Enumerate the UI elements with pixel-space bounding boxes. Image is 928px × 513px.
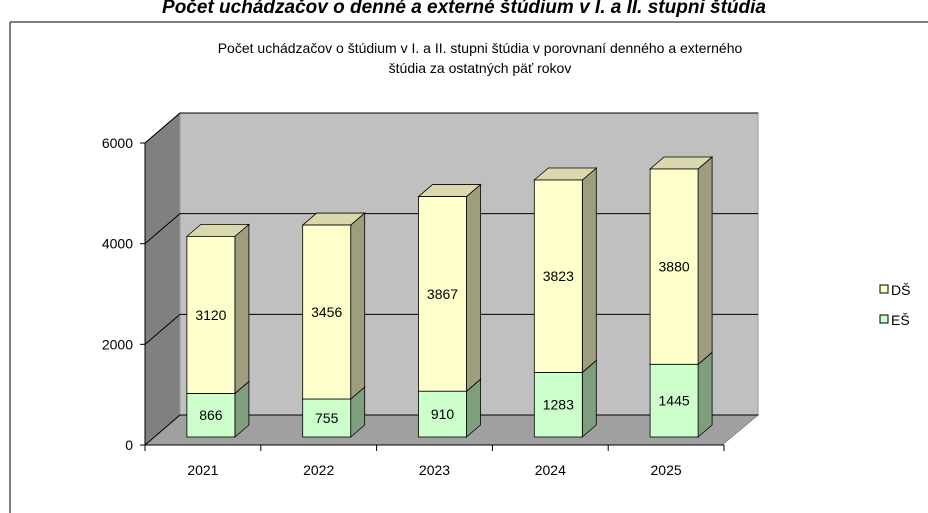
data-label: 755 xyxy=(315,410,339,426)
data-label: 910 xyxy=(431,406,455,422)
y-tick-label: 2000 xyxy=(102,336,133,352)
bar-side xyxy=(350,212,366,400)
page-heading: Počet uchádzačov o denné a externé štúdi… xyxy=(162,0,766,18)
data-label: 3120 xyxy=(195,307,226,323)
bar xyxy=(186,235,236,394)
legend-swatch xyxy=(879,314,889,324)
bar xyxy=(302,398,352,438)
x-tick-label: 2022 xyxy=(303,462,334,478)
bar-side xyxy=(234,223,250,395)
data-label: 3880 xyxy=(659,259,690,275)
data-label: 1283 xyxy=(543,397,574,413)
bar xyxy=(649,168,699,365)
bar-side xyxy=(581,167,597,374)
x-tick-label: 2023 xyxy=(419,462,450,478)
y-tick-label: 0 xyxy=(125,437,133,453)
grid-line xyxy=(144,414,181,446)
x-tick-label: 2025 xyxy=(651,462,682,478)
bar-side xyxy=(466,183,481,393)
grid-line xyxy=(144,213,181,245)
legend-label: DŠ xyxy=(891,282,910,298)
x-tick-label: 2021 xyxy=(187,462,218,478)
bar xyxy=(418,196,467,392)
grid-line xyxy=(144,313,181,345)
bar xyxy=(533,179,583,373)
y-tick-label: 4000 xyxy=(102,236,133,252)
bar xyxy=(533,372,583,438)
bar xyxy=(302,224,352,400)
data-label: 1445 xyxy=(659,393,690,409)
legend-swatch xyxy=(879,284,889,294)
chart-title: štúdia za ostatných päť rokov xyxy=(389,60,572,76)
bar-side xyxy=(697,156,713,366)
bar-side xyxy=(581,359,597,438)
data-label: 3867 xyxy=(427,286,458,302)
data-label: 3456 xyxy=(311,304,342,320)
y-tick-label: 6000 xyxy=(102,135,133,151)
x-tick-label: 2024 xyxy=(535,462,566,478)
data-label: 866 xyxy=(199,407,223,423)
bar-side xyxy=(697,351,713,438)
bar xyxy=(649,363,699,438)
grid-line xyxy=(144,112,181,144)
data-label: 3823 xyxy=(543,268,574,284)
bar xyxy=(418,390,467,438)
chart-title: Počet uchádzačov o štúdium v I. a II. st… xyxy=(218,40,743,56)
side-wall xyxy=(144,111,181,447)
legend-label: EŠ xyxy=(891,312,910,328)
